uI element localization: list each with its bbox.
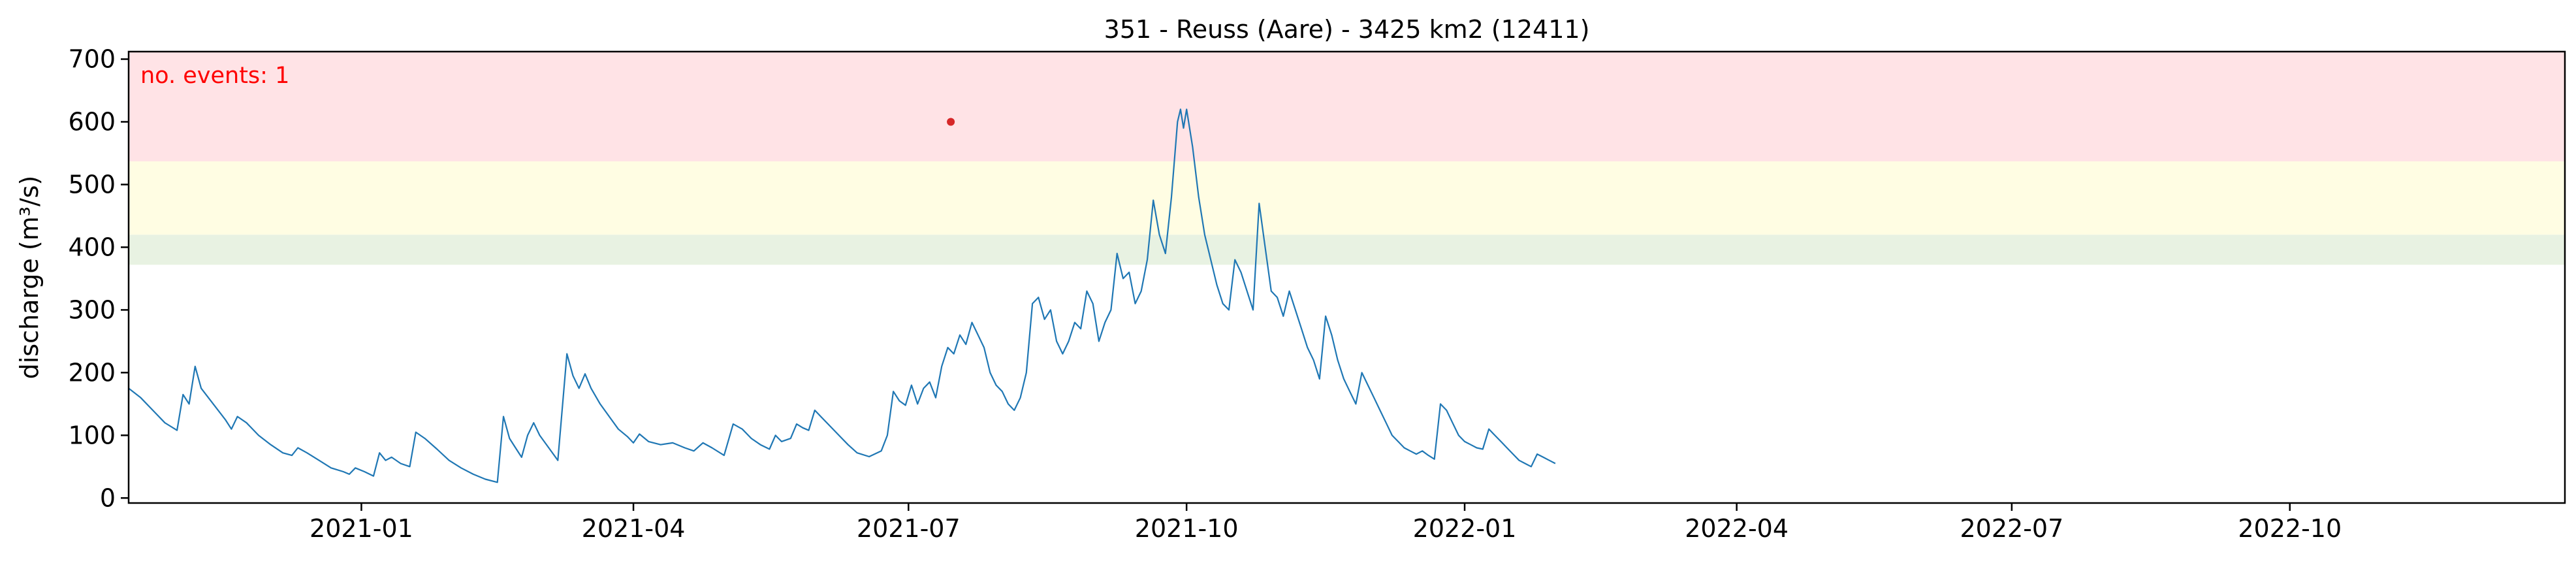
y-tick-label: 700 [68, 45, 116, 74]
x-tick-label: 2022-10 [2238, 514, 2342, 543]
events-layer [947, 118, 955, 126]
plot-frame [127, 50, 2566, 504]
axes: 0 100 200 300 400 500 600 700 2021-01 2021-04 2021… [68, 45, 2342, 543]
chart-title: 351 - Reuss (Aare) - 3425 km2 (12411) [1104, 15, 1590, 44]
red-band [129, 52, 2565, 161]
x-tick-label: 2021-10 [1135, 514, 1239, 543]
y-axis-label: discharge (m³/s) [15, 176, 44, 380]
y-tick-label: 400 [68, 233, 116, 261]
x-tick-label: 2021-07 [857, 514, 961, 543]
y-tick-label: 300 [68, 295, 116, 324]
threshold-bands [129, 52, 2565, 265]
x-tick-label: 2022-07 [1960, 514, 2063, 543]
event-marker [947, 118, 955, 126]
y-tick-label: 100 [68, 421, 116, 449]
x-tick-label: 2021-01 [310, 514, 413, 543]
y-tick-label: 200 [68, 358, 116, 387]
green-band [129, 235, 2565, 265]
x-tick-label: 2021-04 [582, 514, 686, 543]
y-tick-label: 600 [68, 107, 116, 136]
yellow-band [129, 161, 2565, 235]
y-tick-label: 0 [100, 483, 116, 512]
event-count-annotation: no. events: 1 [140, 63, 289, 89]
series-line-discharge [128, 108, 1556, 483]
series-layer [128, 108, 1556, 483]
y-tick-label: 500 [68, 170, 116, 199]
x-tick-label: 2022-01 [1413, 514, 1517, 543]
x-tick-label: 2022-04 [1685, 514, 1789, 543]
